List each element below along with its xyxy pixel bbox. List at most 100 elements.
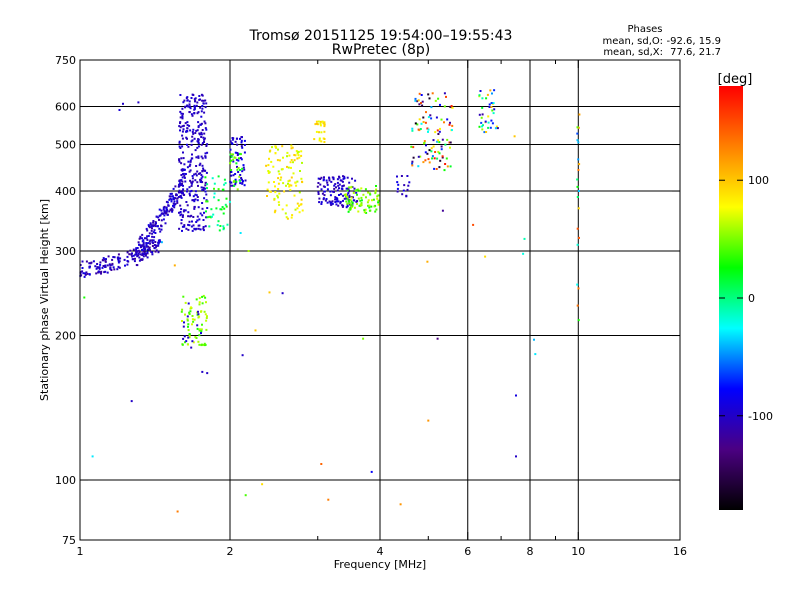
data-point <box>489 126 492 129</box>
data-point <box>438 141 441 144</box>
data-point <box>301 161 303 164</box>
data-point <box>194 132 197 134</box>
data-point <box>451 106 454 109</box>
data-point <box>202 229 205 232</box>
data-point <box>188 192 191 195</box>
data-point <box>132 254 135 257</box>
data-point <box>372 198 375 201</box>
data-point <box>154 241 157 243</box>
data-point <box>139 244 142 247</box>
data-point <box>210 215 213 218</box>
chart-subtitle: RwPretec (8p) <box>332 42 430 58</box>
data-point <box>327 498 330 501</box>
data-point <box>397 183 400 186</box>
data-point <box>366 201 369 204</box>
data-point <box>203 342 206 345</box>
data-point <box>342 199 344 202</box>
data-point <box>181 112 184 115</box>
data-point <box>135 248 138 251</box>
data-point <box>318 197 321 200</box>
data-point <box>283 190 286 193</box>
data-point <box>197 172 200 175</box>
data-point <box>180 157 183 160</box>
data-point <box>363 209 366 212</box>
data-point <box>438 130 441 133</box>
data-point <box>243 139 246 142</box>
data-point <box>414 99 417 102</box>
data-point <box>163 214 166 217</box>
x-tick-label: 10 <box>571 545 585 558</box>
data-point <box>199 123 202 126</box>
data-point <box>357 197 360 200</box>
data-point <box>347 190 350 193</box>
data-point <box>180 219 183 221</box>
data-point <box>427 419 430 422</box>
data-point <box>356 188 359 191</box>
data-point <box>319 122 322 125</box>
data-point <box>124 264 126 267</box>
data-point <box>217 175 220 178</box>
data-point <box>142 255 145 258</box>
data-point <box>168 210 171 213</box>
data-point <box>200 143 203 146</box>
colorbar-tick-label: -100 <box>748 410 773 423</box>
data-point <box>145 243 148 246</box>
y-tick-label: 400 <box>55 185 76 198</box>
data-point <box>333 184 336 187</box>
data-point <box>239 232 242 234</box>
data-point <box>478 94 481 97</box>
data-point <box>184 122 187 125</box>
data-point <box>577 190 580 192</box>
data-point <box>195 221 198 223</box>
data-point <box>136 247 139 249</box>
data-point <box>205 128 208 131</box>
data-point <box>449 105 452 108</box>
data-point <box>101 266 104 269</box>
data-point <box>290 176 293 179</box>
data-point <box>297 154 300 157</box>
data-point <box>165 209 168 212</box>
data-point <box>223 178 226 181</box>
data-point <box>198 328 201 331</box>
colorbar-ticks: 100 0 -100 <box>719 174 773 423</box>
data-point <box>139 258 142 261</box>
data-point <box>491 92 493 95</box>
data-point <box>355 191 358 194</box>
data-point <box>206 151 209 154</box>
data-point <box>187 215 190 218</box>
data-point <box>190 346 193 349</box>
data-point <box>139 235 142 238</box>
data-point <box>444 163 447 165</box>
data-point <box>318 201 321 204</box>
data-point <box>363 211 366 214</box>
data-point <box>194 190 197 193</box>
data-point <box>194 149 197 152</box>
data-point <box>182 168 185 171</box>
data-point <box>151 251 154 254</box>
data-point <box>151 241 154 244</box>
data-point <box>441 138 444 141</box>
data-point <box>190 225 193 228</box>
data-point <box>235 158 238 161</box>
data-point <box>486 93 489 96</box>
data-point <box>396 190 399 193</box>
data-point <box>360 187 363 190</box>
data-point <box>201 99 204 102</box>
data-point <box>191 157 194 160</box>
data-point <box>188 103 191 106</box>
data-point <box>286 217 289 220</box>
data-point <box>160 209 163 212</box>
data-point <box>195 227 198 230</box>
data-point <box>576 243 579 246</box>
data-point <box>320 131 323 134</box>
data-point <box>436 140 439 143</box>
data-point <box>318 137 321 140</box>
data-point <box>242 166 245 169</box>
data-point <box>204 169 207 172</box>
data-point <box>318 139 321 142</box>
data-point <box>157 242 160 245</box>
data-point <box>179 182 181 185</box>
data-point <box>131 252 133 255</box>
data-point <box>158 208 161 211</box>
data-point <box>183 335 186 338</box>
